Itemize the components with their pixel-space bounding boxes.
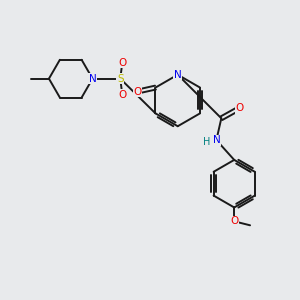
Text: O: O <box>235 103 243 113</box>
Text: S: S <box>117 74 124 84</box>
Text: N: N <box>89 74 96 84</box>
Text: O: O <box>230 216 238 226</box>
Text: N: N <box>174 70 182 80</box>
Text: H: H <box>203 137 210 147</box>
Text: O: O <box>134 86 142 97</box>
Text: N: N <box>212 135 220 145</box>
Text: O: O <box>118 89 126 100</box>
Text: O: O <box>118 58 126 68</box>
